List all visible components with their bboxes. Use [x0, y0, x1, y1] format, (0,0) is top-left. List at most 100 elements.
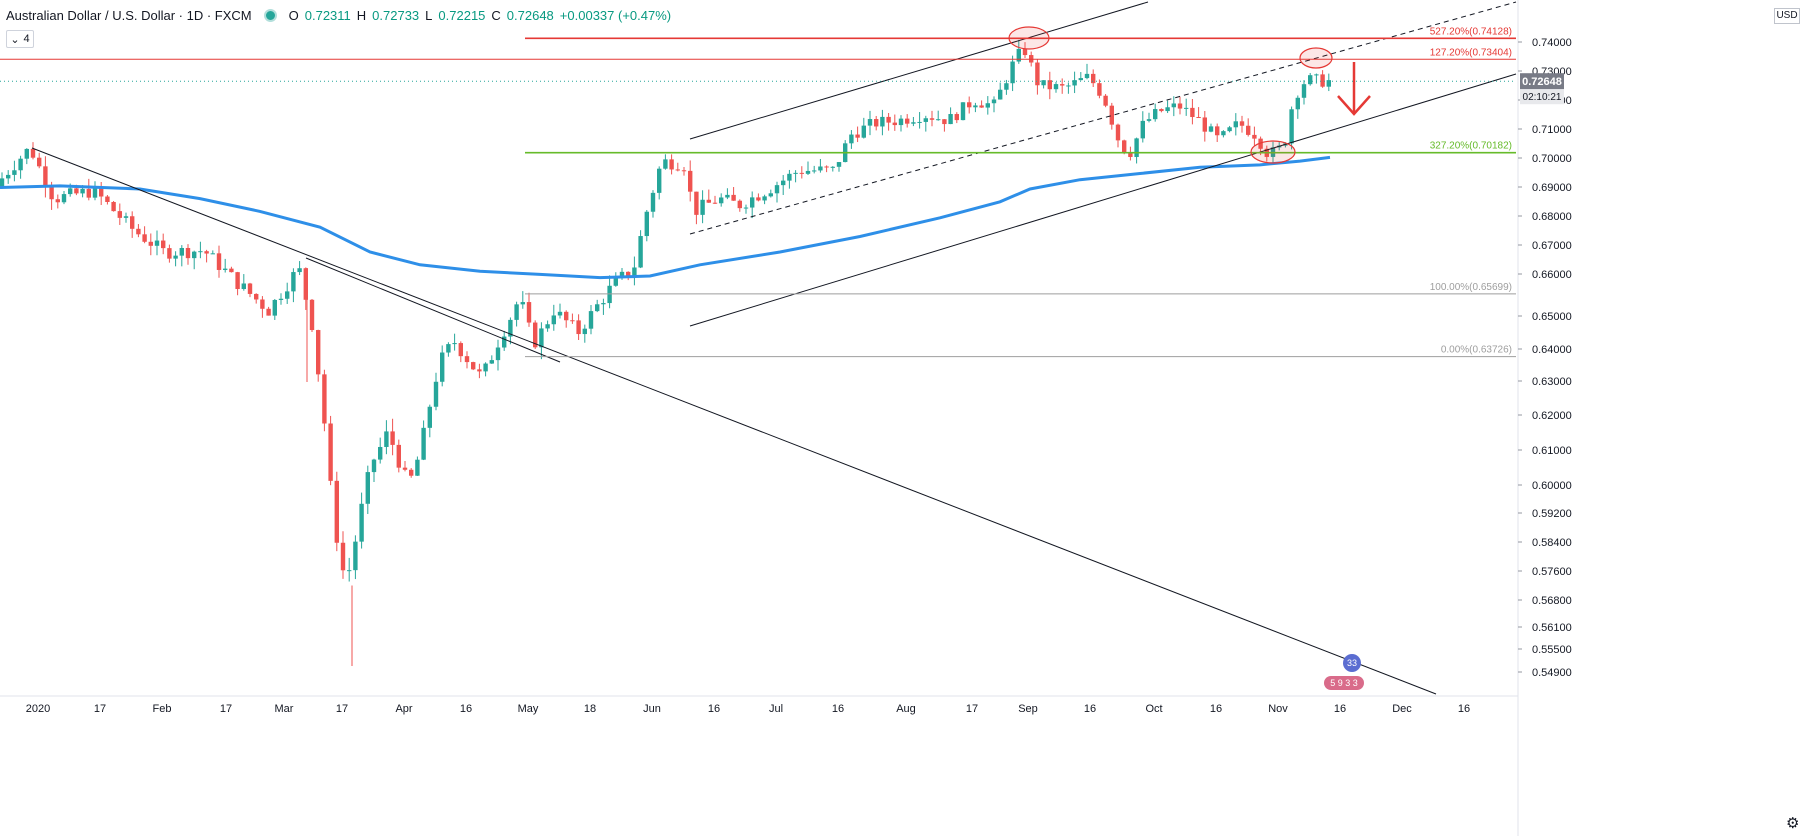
- candle-body: [229, 268, 234, 273]
- fib-level-label: 127.20%(0.73404): [1430, 47, 1512, 58]
- time-tick-label: 2020: [26, 703, 50, 715]
- candle-body: [371, 459, 377, 473]
- candle-body: [520, 302, 525, 305]
- candle-body: [564, 311, 569, 321]
- candle-body: [967, 102, 972, 108]
- candle-body: [105, 196, 110, 202]
- candle-body: [1078, 78, 1083, 81]
- candle-body: [123, 216, 129, 218]
- candle-body: [898, 118, 904, 126]
- candle-body: [1190, 107, 1195, 118]
- time-tick-label: Dec: [1392, 703, 1412, 715]
- candle-body: [1308, 75, 1313, 85]
- candle-body: [99, 186, 104, 197]
- candle-body: [719, 197, 724, 204]
- candle-body: [663, 159, 668, 169]
- candle-body: [1004, 83, 1009, 90]
- candle-body: [867, 119, 873, 126]
- candle-body: [1215, 126, 1220, 136]
- currency-label[interactable]: USD: [1774, 8, 1800, 24]
- candle-body: [675, 169, 680, 171]
- candle-body: [179, 247, 184, 256]
- candle-body: [30, 148, 36, 158]
- candle-body: [582, 328, 587, 335]
- candle-body: [830, 166, 835, 168]
- indicator-toggle[interactable]: ⌄ 4: [6, 30, 34, 48]
- price-tick-label: 0.62000: [1532, 410, 1572, 422]
- candle-body: [725, 194, 730, 198]
- current-price-box: [1520, 73, 1564, 90]
- channel-lower-line: [689, 73, 1517, 327]
- candle-body: [1010, 61, 1015, 84]
- highlight-ellipse: [1008, 26, 1050, 50]
- candle-body: [483, 363, 488, 372]
- candle-body: [173, 255, 178, 259]
- time-tick-label: May: [518, 703, 539, 715]
- candle-body: [24, 148, 29, 159]
- event-badge: [1343, 654, 1361, 672]
- candle-body: [750, 197, 755, 208]
- candle-body: [650, 192, 656, 212]
- candle-body: [824, 166, 829, 168]
- candle-body: [1314, 74, 1319, 76]
- candle-body: [161, 240, 166, 249]
- candle-body: [1146, 119, 1152, 121]
- candle-body: [557, 311, 563, 316]
- candle-body: [1165, 107, 1170, 112]
- candle-body: [365, 472, 370, 504]
- candle-body: [1072, 80, 1077, 86]
- symbol-title[interactable]: Australian Dollar / U.S. Dollar · 1D · F…: [6, 8, 252, 23]
- low-value: 0.72215: [438, 8, 486, 23]
- candle-body: [731, 194, 736, 201]
- time-tick-label: 18: [584, 703, 596, 715]
- candle-body: [1041, 80, 1046, 86]
- time-tick-label: Mar: [275, 703, 294, 715]
- candle-body: [805, 170, 811, 174]
- time-tick-label: Feb: [153, 703, 172, 715]
- price-tick-label: 0.61000: [1532, 445, 1572, 457]
- candle-body: [1221, 131, 1226, 136]
- candle-body: [700, 199, 705, 215]
- channel-mid-dashed-line: [689, 1, 1517, 235]
- current-price-label: 0.72648: [1522, 76, 1562, 88]
- candle-body: [340, 542, 346, 571]
- price-tick-label: 0.55500: [1532, 644, 1572, 656]
- candle-body: [1320, 74, 1325, 87]
- candle-body: [781, 180, 786, 186]
- time-tick-label: 17: [966, 703, 978, 715]
- candle-body: [942, 119, 947, 125]
- time-tick-label: 16: [1458, 703, 1470, 715]
- candle-body: [998, 89, 1003, 100]
- candle-body: [812, 170, 817, 172]
- candle-body: [712, 202, 718, 204]
- candle-body: [849, 134, 854, 144]
- price-tick-label: 0.66000: [1532, 269, 1572, 281]
- candle-body: [576, 320, 581, 335]
- candle-body: [278, 298, 284, 300]
- candle-body: [892, 122, 897, 126]
- candle-body: [49, 186, 54, 200]
- gear-icon[interactable]: ⚙: [1786, 815, 1800, 832]
- candle-body: [1196, 117, 1201, 119]
- moving-average-line: [0, 155, 1331, 280]
- candle-body: [1140, 120, 1145, 139]
- candle-body: [793, 172, 798, 174]
- candle-body: [291, 272, 296, 292]
- candle-body: [216, 253, 222, 270]
- candle-body: [1227, 127, 1232, 132]
- candle-body: [0, 178, 5, 188]
- candle-body: [768, 193, 773, 197]
- candle-body: [198, 251, 203, 253]
- candle-body: [37, 157, 42, 167]
- time-tick-label: Jun: [643, 703, 661, 715]
- candle-body: [378, 446, 383, 460]
- candle-body: [359, 503, 364, 542]
- time-tick-label: Oct: [1145, 703, 1162, 715]
- candle-body: [626, 271, 631, 277]
- down-arrow-head: [1337, 95, 1371, 116]
- candle-body: [1084, 73, 1090, 79]
- candle-body: [316, 330, 321, 375]
- price-tick-label: 0.60000: [1532, 480, 1572, 492]
- time-tick-label: Nov: [1268, 703, 1288, 715]
